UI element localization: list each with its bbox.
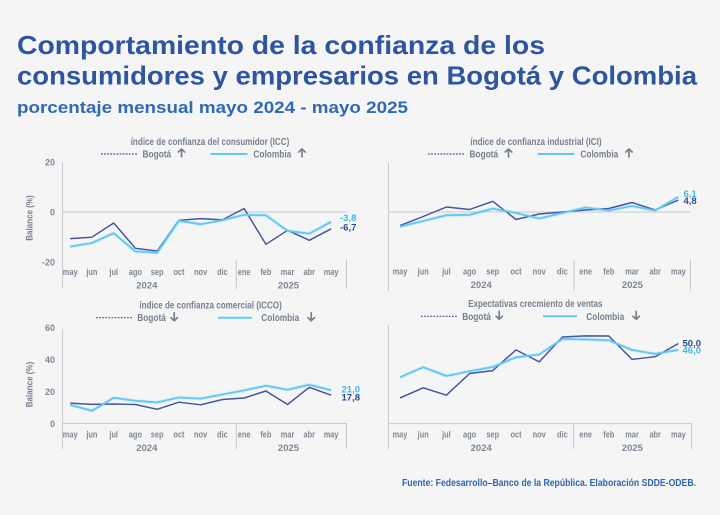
svg-text:oct: oct <box>510 266 522 277</box>
svg-text:dic: dic <box>217 267 228 278</box>
svg-text:sep: sep <box>151 429 164 440</box>
svg-text:nov: nov <box>194 267 208 278</box>
svg-text:nov: nov <box>533 429 547 440</box>
svg-text:2024: 2024 <box>136 281 158 292</box>
svg-text:índice de confianza comercial: índice de confianza comercial (ICCO) <box>139 301 281 312</box>
svg-text:may: may <box>393 266 408 277</box>
svg-text:may: may <box>324 429 339 440</box>
svg-text:Colombia: Colombia <box>261 313 299 324</box>
svg-text:Bogotá: Bogotá <box>137 313 166 324</box>
svg-text:ene: ene <box>579 429 592 440</box>
svg-text:mar: mar <box>625 429 639 440</box>
svg-text:ago: ago <box>463 266 476 277</box>
svg-text:abr: abr <box>304 429 316 440</box>
svg-text:2024: 2024 <box>471 280 493 291</box>
svg-text:jul: jul <box>109 429 118 440</box>
svg-text:-20: -20 <box>42 257 55 267</box>
svg-text:2024: 2024 <box>471 443 493 454</box>
svg-text:jun: jun <box>86 429 98 440</box>
svg-text:may: may <box>63 267 78 278</box>
svg-text:oct: oct <box>173 267 185 278</box>
svg-text:20: 20 <box>45 157 55 167</box>
svg-text:0: 0 <box>50 419 55 429</box>
svg-text:oct: oct <box>173 429 185 440</box>
svg-text:Bogotá: Bogotá <box>462 312 491 323</box>
svg-text:Comportamiento de la confianza: Comportamiento de la confianza de los <box>17 30 545 60</box>
svg-text:Balance (%): Balance (%) <box>25 195 35 241</box>
svg-text:sep: sep <box>486 429 499 440</box>
svg-text:2025: 2025 <box>622 443 644 454</box>
svg-text:dic: dic <box>217 429 228 440</box>
svg-text:nov: nov <box>194 429 208 440</box>
svg-text:Colombia: Colombia <box>580 150 618 161</box>
svg-text:feb: feb <box>260 429 271 440</box>
svg-text:50,0: 50,0 <box>683 338 702 349</box>
svg-text:46,0: 46,0 <box>683 346 702 357</box>
svg-text:índice de confianza industrial: índice de confianza industrial (ICI) <box>470 137 601 148</box>
svg-text:dic: dic <box>557 429 568 440</box>
svg-text:abr: abr <box>649 429 661 440</box>
svg-text:2025: 2025 <box>278 443 300 454</box>
svg-text:ago: ago <box>129 267 142 278</box>
svg-text:sep: sep <box>151 267 164 278</box>
svg-text:-6,7: -6,7 <box>340 222 356 233</box>
svg-text:sep: sep <box>486 266 499 277</box>
svg-text:17,8: 17,8 <box>342 392 361 403</box>
svg-text:21,0: 21,0 <box>342 384 361 395</box>
svg-text:mar: mar <box>625 266 639 277</box>
svg-text:-3,8: -3,8 <box>340 213 356 224</box>
svg-text:ago: ago <box>463 429 476 440</box>
svg-text:6,1: 6,1 <box>684 189 698 200</box>
svg-text:Expectativas crecmiento de ven: Expectativas crecmiento de ventas <box>468 299 603 310</box>
svg-text:índice de confianza del consum: índice de confianza del consumidor (ICC) <box>131 137 290 148</box>
svg-text:2024: 2024 <box>136 443 158 454</box>
svg-text:Balance (%): Balance (%) <box>25 362 35 408</box>
svg-text:may: may <box>324 267 339 278</box>
svg-text:0: 0 <box>50 207 55 217</box>
svg-text:20: 20 <box>45 387 55 397</box>
svg-text:feb: feb <box>260 267 271 278</box>
svg-text:may: may <box>671 266 686 277</box>
svg-text:Fuente: Fedesarrollo–Banco de: Fuente: Fedesarrollo–Banco de la Repúbli… <box>402 478 696 489</box>
svg-text:ene: ene <box>238 429 251 440</box>
svg-text:jun: jun <box>417 266 429 277</box>
svg-text:abr: abr <box>304 267 316 278</box>
svg-text:2025: 2025 <box>622 280 644 291</box>
svg-text:nov: nov <box>533 266 547 277</box>
svg-text:2025: 2025 <box>278 281 300 292</box>
svg-text:Bogotá: Bogotá <box>470 150 499 161</box>
svg-text:oct: oct <box>510 429 522 440</box>
svg-text:jul: jul <box>109 267 118 278</box>
svg-text:jul: jul <box>441 266 450 277</box>
svg-text:porcentaje mensual mayo 2024 -: porcentaje mensual mayo 2024 - mayo 2025 <box>17 99 408 117</box>
svg-text:abr: abr <box>649 266 661 277</box>
svg-text:consumidores y empresarios en: consumidores y empresarios en Bogotá y C… <box>17 60 698 90</box>
svg-text:mar: mar <box>281 267 295 278</box>
svg-text:ene: ene <box>579 266 592 277</box>
svg-text:feb: feb <box>603 429 614 440</box>
svg-text:ago: ago <box>129 429 142 440</box>
svg-text:4,8: 4,8 <box>684 196 697 207</box>
svg-text:ene: ene <box>238 267 251 278</box>
svg-text:feb: feb <box>603 266 614 277</box>
svg-text:60: 60 <box>45 323 55 333</box>
svg-text:Bogotá: Bogotá <box>143 150 172 161</box>
svg-text:jun: jun <box>86 267 98 278</box>
svg-text:mar: mar <box>281 429 295 440</box>
svg-text:Colombia: Colombia <box>253 150 291 161</box>
svg-text:may: may <box>671 429 686 440</box>
svg-text:may: may <box>393 429 408 440</box>
svg-text:may: may <box>63 429 78 440</box>
svg-text:40: 40 <box>45 355 55 365</box>
svg-text:Colombia: Colombia <box>586 312 624 323</box>
svg-text:jun: jun <box>417 429 429 440</box>
svg-text:dic: dic <box>557 266 568 277</box>
svg-text:jul: jul <box>441 429 450 440</box>
